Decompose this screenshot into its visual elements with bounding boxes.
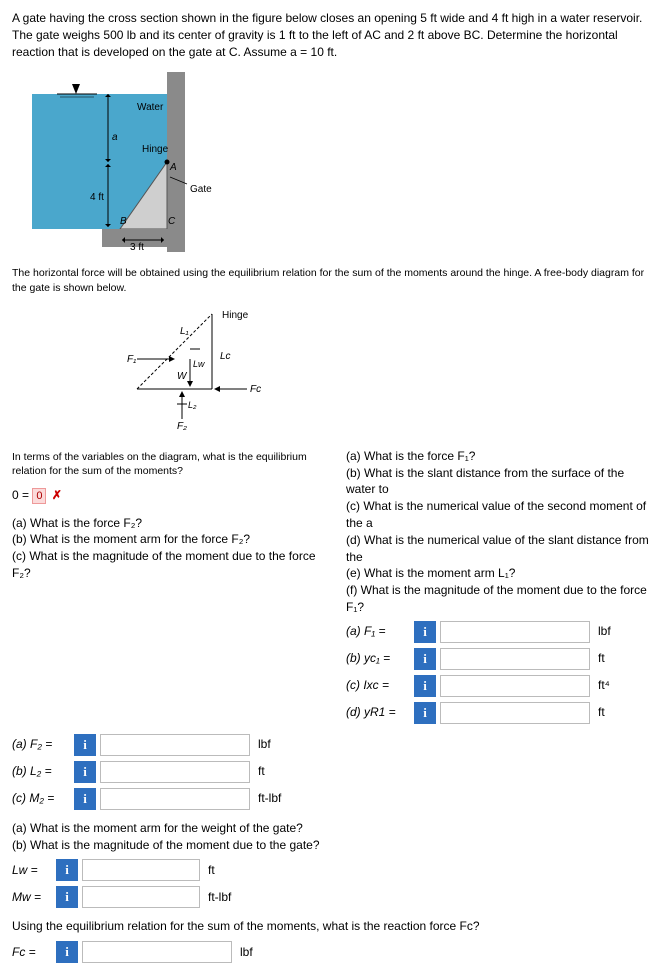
f2-input[interactable]: [100, 734, 250, 756]
gate-label: Gate: [190, 184, 212, 195]
l1-label: L₁: [180, 326, 189, 337]
f2-q-c: (c) What is the magnitude of the moment …: [12, 548, 326, 582]
hinge-label: Hinge: [142, 144, 169, 155]
mw-unit: ft-lbf: [208, 889, 246, 906]
info-button-ixc[interactable]: i: [414, 675, 436, 697]
info-button-yc1[interactable]: i: [414, 648, 436, 670]
eq-zero-equals: 0 =: [12, 488, 32, 502]
mw-row-label: Mw =: [12, 889, 52, 906]
fbd-figure: Hinge L₁ F₁ W Lw Lc Fc F₂ L₂: [92, 304, 656, 434]
right-q-c: (c) What is the numerical value of the s…: [346, 498, 656, 532]
info-button-f1[interactable]: i: [414, 621, 436, 643]
f2-q-a: (a) What is the force F₂?: [12, 515, 326, 532]
info-button-lw[interactable]: i: [56, 859, 78, 881]
f2-row-label: (a) F₂ =: [12, 736, 70, 753]
info-button-fc[interactable]: i: [56, 941, 78, 963]
right-q-e: (e) What is the moment arm L₁?: [346, 565, 656, 582]
m2-unit: ft-lbf: [258, 790, 296, 807]
l2-row-label: (b) L₂ =: [12, 763, 70, 780]
yr1-input[interactable]: [440, 702, 590, 724]
info-button-m2[interactable]: i: [74, 788, 96, 810]
final-question: Using the equilibrium relation for the s…: [12, 918, 656, 935]
info-button-yr1[interactable]: i: [414, 702, 436, 724]
right-q-b: (b) What is the slant distance from the …: [346, 465, 656, 499]
l2-unit: ft: [258, 763, 296, 780]
wrong-answer-box: 0: [32, 488, 46, 504]
gate-diagram-svg: Water a Hinge A Gate 4 ft B C 3 ft: [12, 72, 222, 252]
right-q-d: (d) What is the numerical value of the s…: [346, 532, 656, 566]
f2-label: F₂: [177, 421, 187, 432]
a-point-label: A: [169, 162, 177, 173]
three-ft-label: 3 ft: [130, 242, 144, 252]
ixc-unit: ft⁴: [598, 677, 636, 694]
l2-input[interactable]: [100, 761, 250, 783]
fc-input[interactable]: [82, 941, 232, 963]
f1-row-label: (a) F₁ =: [346, 623, 410, 640]
lw-label: Lw: [193, 359, 205, 369]
problem-statement: A gate having the cross section shown in…: [12, 10, 656, 60]
gate-question-group: (a) What is the moment arm for the weigh…: [12, 820, 656, 854]
m2-row-label: (c) M₂ =: [12, 790, 70, 807]
main-figure: Water a Hinge A Gate 4 ft B C 3 ft: [12, 72, 656, 252]
yc1-input[interactable]: [440, 648, 590, 670]
equilibrium-question: In terms of the variables on the diagram…: [12, 450, 326, 479]
b-point-label: B: [120, 216, 127, 227]
a-label: a: [112, 132, 118, 143]
fbd-intro-text: The horizontal force will be obtained us…: [12, 266, 656, 295]
equilibrium-answer-line: 0 = 0 ✗: [12, 487, 326, 504]
f1-label: F₁: [127, 354, 136, 365]
yr1-row-label: (d) yR1 =: [346, 704, 410, 721]
fc-unit: lbf: [240, 944, 278, 961]
w-label: W: [177, 371, 188, 382]
info-button-l2[interactable]: i: [74, 761, 96, 783]
info-button-mw[interactable]: i: [56, 886, 78, 908]
fbd-svg: Hinge L₁ F₁ W Lw Lc Fc F₂ L₂: [92, 304, 292, 434]
lw-input[interactable]: [82, 859, 200, 881]
right-q-a: (a) What is the force F₁?: [346, 448, 656, 465]
right-q-f: (f) What is the magnitude of the moment …: [346, 582, 656, 616]
four-ft-label: 4 ft: [90, 192, 104, 203]
wrong-x-icon: ✗: [52, 488, 62, 502]
lc-label: Lc: [220, 351, 231, 362]
c-point-label: C: [168, 216, 176, 227]
f1-unit: lbf: [598, 623, 636, 640]
f1-input[interactable]: [440, 621, 590, 643]
fc-label: Fc: [250, 384, 261, 395]
f2-question-group: (a) What is the force F₂? (b) What is th…: [12, 515, 326, 582]
gate-q-b: (b) What is the magnitude of the moment …: [12, 837, 656, 854]
yc1-row-label: (b) yc₁ =: [346, 650, 410, 667]
fc-row-label: Fc =: [12, 944, 52, 961]
m2-input[interactable]: [100, 788, 250, 810]
f2-q-b: (b) What is the moment arm for the force…: [12, 531, 326, 548]
lw-row-label: Lw =: [12, 862, 52, 879]
ixc-row-label: (c) Ixc =: [346, 677, 410, 694]
ixc-input[interactable]: [440, 675, 590, 697]
info-button-f2[interactable]: i: [74, 734, 96, 756]
gate-q-a: (a) What is the moment arm for the weigh…: [12, 820, 656, 837]
yr1-unit: ft: [598, 704, 636, 721]
f2-unit: lbf: [258, 736, 296, 753]
yc1-unit: ft: [598, 650, 636, 667]
lw-unit: ft: [208, 862, 246, 879]
mw-input[interactable]: [82, 886, 200, 908]
water-label: Water: [137, 102, 164, 113]
l2-label: L₂: [188, 400, 197, 410]
hinge-fbd-label: Hinge: [222, 310, 249, 321]
